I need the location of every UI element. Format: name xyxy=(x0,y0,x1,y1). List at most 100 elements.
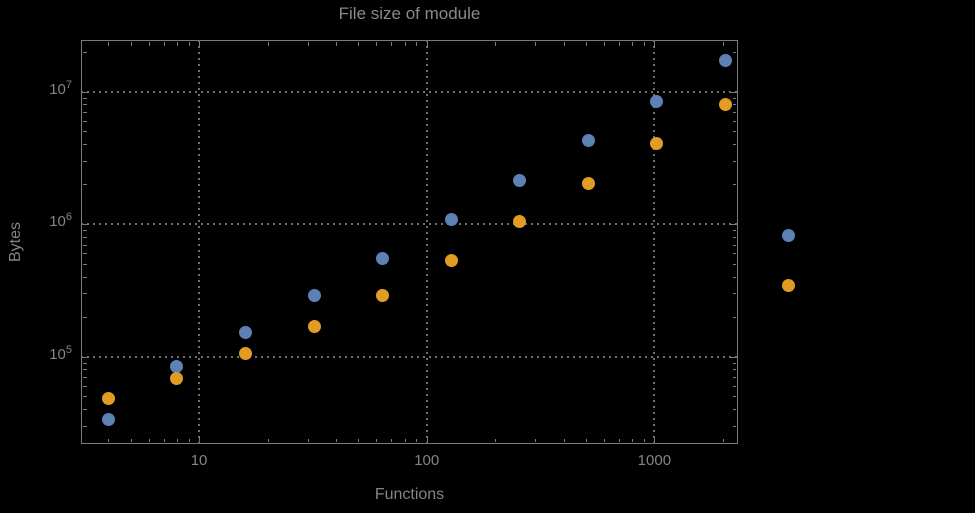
tick-mark xyxy=(83,51,87,53)
tick-mark xyxy=(83,276,87,278)
data-point-series-1-blue xyxy=(170,360,184,374)
tick-mark xyxy=(83,316,87,318)
tick-mark xyxy=(563,42,565,46)
gridline-y xyxy=(81,355,738,358)
y-tick-label: 105 xyxy=(49,343,72,363)
gridline-y xyxy=(81,223,738,226)
tick-mark xyxy=(83,362,87,364)
tick-mark xyxy=(732,362,736,364)
tick-mark xyxy=(130,438,132,442)
tick-mark xyxy=(643,438,645,442)
tick-mark xyxy=(732,160,736,162)
tick-mark xyxy=(426,436,428,442)
y-tick-label: 106 xyxy=(49,211,72,231)
chart-title: File size of module xyxy=(338,4,481,23)
tick-mark xyxy=(307,438,309,442)
tick-mark xyxy=(495,42,497,46)
tick-mark xyxy=(188,438,190,442)
tick-mark xyxy=(83,104,87,106)
tick-mark xyxy=(535,438,537,442)
tick-mark xyxy=(267,438,269,442)
tick-mark xyxy=(732,184,736,186)
tick-mark xyxy=(358,42,360,46)
tick-mark xyxy=(148,438,150,442)
x-axis-title: Functions xyxy=(374,486,445,503)
tick-mark xyxy=(83,131,87,133)
tick-mark xyxy=(199,42,201,48)
data-point-series-2-orange xyxy=(170,371,184,385)
tick-mark xyxy=(83,377,87,379)
x-tick-label: 1000 xyxy=(637,452,672,469)
tick-mark xyxy=(176,438,178,442)
tick-mark xyxy=(619,42,621,46)
tick-mark xyxy=(267,42,269,46)
tick-mark xyxy=(732,144,736,146)
tick-mark xyxy=(336,438,338,442)
tick-mark xyxy=(643,42,645,46)
tick-mark xyxy=(722,438,724,442)
data-point-series-2-orange xyxy=(581,177,595,191)
tick-mark xyxy=(376,438,378,442)
tick-mark xyxy=(83,425,87,427)
tick-mark xyxy=(83,236,87,238)
gridline-x xyxy=(653,40,656,444)
data-point-series-1-blue xyxy=(444,212,458,226)
tick-mark xyxy=(632,438,634,442)
tick-mark xyxy=(416,42,418,46)
gridline-x xyxy=(425,40,428,444)
tick-mark xyxy=(654,436,656,442)
tick-mark xyxy=(632,42,634,46)
tick-mark xyxy=(108,438,110,442)
data-point-series-1-blue xyxy=(782,229,796,243)
plot-frame xyxy=(81,40,738,444)
tick-mark xyxy=(391,42,393,46)
tick-mark xyxy=(654,42,656,48)
tick-mark xyxy=(416,438,418,442)
tick-mark xyxy=(83,160,87,162)
tick-mark xyxy=(732,425,736,427)
y-tick-exponent: 5 xyxy=(65,343,72,356)
data-point-series-1-blue xyxy=(581,134,595,147)
tick-mark xyxy=(199,436,201,442)
y-tick-exponent: 7 xyxy=(65,78,72,91)
tick-mark xyxy=(336,42,338,46)
data-point-series-2-orange xyxy=(782,279,796,293)
tick-mark xyxy=(426,42,428,48)
tick-mark xyxy=(130,42,132,46)
tick-mark xyxy=(83,356,89,358)
tick-mark xyxy=(358,438,360,442)
tick-mark xyxy=(732,396,736,398)
tick-mark xyxy=(307,42,309,46)
data-point-series-2-orange xyxy=(376,288,390,302)
y-tick-exponent: 6 xyxy=(65,211,72,224)
tick-mark xyxy=(730,356,736,358)
x-tick-label: 100 xyxy=(414,452,440,469)
data-point-series-1-blue xyxy=(239,325,253,339)
data-point-series-1-blue xyxy=(376,252,390,266)
tick-mark xyxy=(376,42,378,46)
data-point-series-2-orange xyxy=(101,392,115,406)
tick-mark xyxy=(148,42,150,46)
data-point-series-2-orange xyxy=(513,214,527,228)
tick-mark xyxy=(391,438,393,442)
tick-mark xyxy=(732,369,736,371)
data-point-series-2-orange xyxy=(307,320,321,334)
data-point-series-1-blue xyxy=(718,54,732,68)
gridline-y xyxy=(81,90,738,93)
tick-mark xyxy=(722,42,724,46)
tick-mark xyxy=(83,369,87,371)
gridline-x xyxy=(198,40,201,444)
data-point-series-2-orange xyxy=(444,253,458,267)
data-point-series-2-orange xyxy=(650,137,664,151)
tick-mark xyxy=(83,409,87,411)
tick-mark xyxy=(163,42,165,46)
tick-mark xyxy=(732,51,736,53)
data-point-series-2-orange xyxy=(718,97,732,111)
tick-mark xyxy=(732,120,736,122)
tick-mark xyxy=(585,438,587,442)
tick-mark xyxy=(83,230,87,232)
tick-mark xyxy=(176,42,178,46)
tick-mark xyxy=(732,316,736,318)
tick-mark xyxy=(730,224,736,226)
tick-mark xyxy=(83,293,87,295)
